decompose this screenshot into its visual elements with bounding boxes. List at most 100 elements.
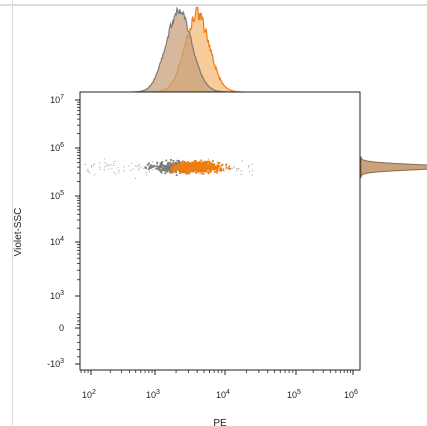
data-point [218,165,221,168]
data-point [191,165,194,168]
data-point [165,166,168,169]
data-point [172,166,174,169]
data-point [99,162,101,164]
data-point [153,165,156,167]
data-point [195,171,198,174]
data-point [194,166,197,168]
data-point [184,170,187,172]
data-point [192,163,194,166]
data-point [168,166,170,169]
data-point [211,167,214,170]
data-point [175,170,177,172]
data-point [211,168,214,171]
data-point [164,169,167,172]
data-point [156,161,159,164]
y-tick-label: 106 [50,142,64,153]
data-point [91,166,93,168]
data-point [146,172,148,174]
data-point [134,177,136,179]
plot-area [79,91,361,371]
data-point [89,172,91,174]
data-point [151,161,153,163]
data-point [196,169,199,172]
data-point [113,164,115,166]
data-point [169,168,172,171]
data-point [160,171,163,174]
data-point [219,168,222,171]
data-point [92,164,94,166]
data-point [161,160,164,163]
data-point [211,162,213,165]
data-point [216,167,219,170]
data-point [214,171,216,173]
data-point [218,169,221,172]
data-point [196,163,199,166]
data-point [233,166,235,168]
data-point [128,165,130,167]
data-point [167,165,170,168]
data-point [241,160,243,162]
data-point [193,164,196,166]
data-point [171,162,174,165]
data-point [194,168,196,171]
data-point [169,167,172,170]
data-point [217,166,220,169]
data-point [159,170,162,173]
y-tick-label: -103 [47,358,64,369]
data-point [207,160,210,163]
data-point [152,169,154,171]
data-point [175,171,178,174]
data-point [199,165,202,168]
x-tick-label: 103 [146,389,160,400]
data-point [202,172,205,175]
data-point [159,169,162,171]
data-point [231,168,233,170]
data-point [207,158,209,160]
data-point [157,166,160,169]
data-point [181,170,184,173]
data-point [183,160,186,163]
data-point [201,161,204,164]
top-histogram-series [132,6,228,93]
data-point [162,169,164,171]
data-point [217,164,220,167]
data-point [148,165,150,167]
data-point [86,170,88,172]
data-point [237,167,239,169]
data-point [209,165,212,168]
data-point [84,163,86,165]
data-point [196,166,198,169]
data-point [167,167,170,170]
data-point [197,161,199,164]
data-point [192,166,195,168]
data-point [211,165,214,167]
data-point [155,167,158,170]
data-point [213,165,216,168]
data-point [205,170,208,172]
data-point [108,168,110,170]
data-point [193,165,196,167]
data-point [146,174,148,176]
data-point [238,168,240,170]
data-point [135,165,137,167]
data-point [185,170,188,173]
data-point [228,165,230,168]
data-point [161,167,164,170]
data-point [160,164,163,167]
x-tick-label: 105 [287,389,301,400]
data-point [178,166,181,169]
data-point [240,173,242,175]
data-point [178,170,181,172]
data-point [138,165,140,167]
data-point [174,165,177,168]
data-point [198,163,201,166]
data-point [192,168,195,171]
data-point [248,166,250,168]
data-point [167,162,169,164]
data-point [182,169,185,172]
data-point [194,160,196,162]
data-point [132,168,134,170]
data-point [164,170,167,173]
data-point [172,162,175,165]
data-point [184,164,187,167]
